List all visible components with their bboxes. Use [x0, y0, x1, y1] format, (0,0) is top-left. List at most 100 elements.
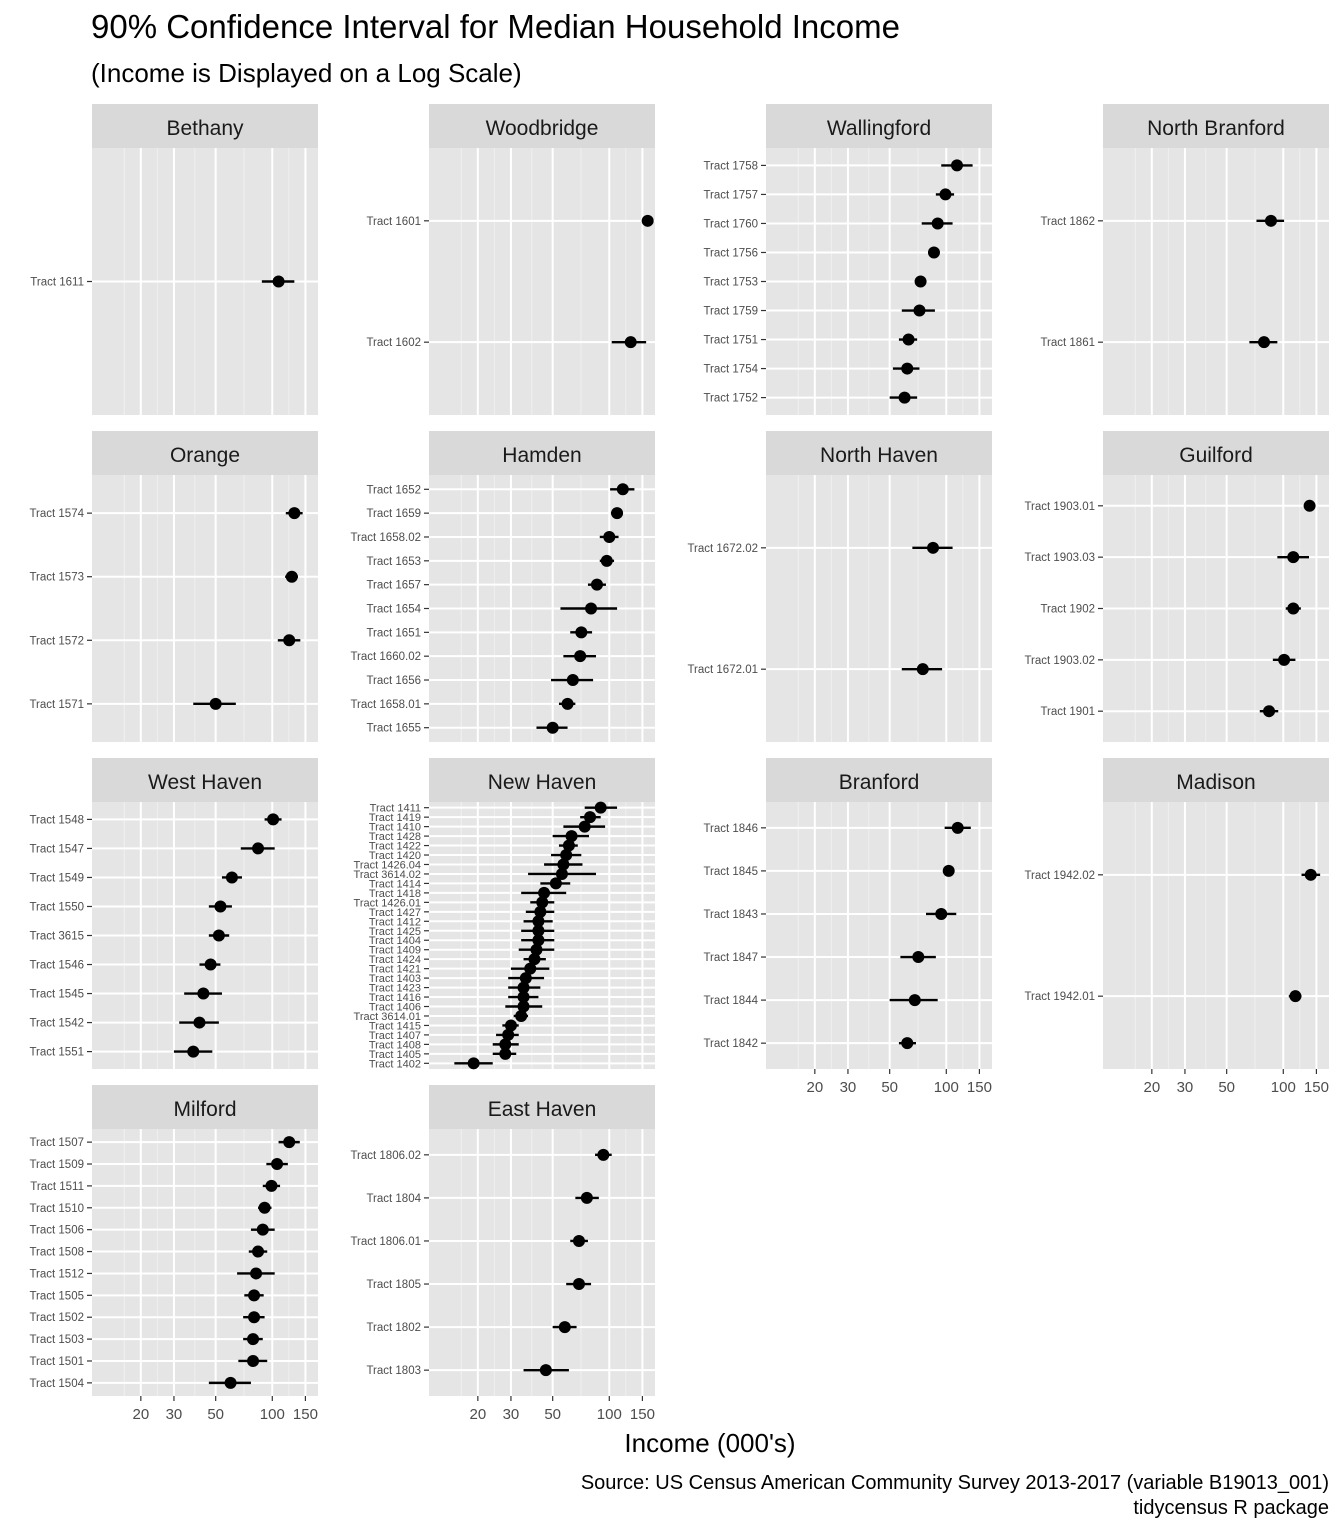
x-tick-label: 30 — [503, 1406, 520, 1423]
tract-tract-1551: Tract 1551 — [29, 1045, 318, 1059]
tract-tract-1421: Tract 1421 — [369, 962, 655, 976]
facet-strip — [429, 1085, 655, 1129]
y-tick-label: Tract 3614.01 — [354, 1011, 421, 1023]
tract-tract-1672-01: Tract 1672.01 — [687, 663, 992, 676]
estimate-point — [927, 541, 940, 554]
x-tick-label: 100 — [597, 1406, 622, 1423]
y-tick-label: Tract 3615 — [29, 931, 84, 943]
estimate-point — [197, 987, 210, 1000]
x-tick-label: 100 — [934, 1079, 959, 1096]
estimate-point — [572, 1278, 585, 1291]
facet-strip-label: New Haven — [488, 771, 597, 794]
facet-strip-label: Milford — [173, 1098, 236, 1121]
tract-tract-1510: Tract 1510 — [29, 1201, 318, 1215]
y-tick-label: Tract 1805 — [366, 1279, 421, 1291]
y-tick-label: Tract 1502 — [29, 1312, 84, 1324]
y-tick-label: Tract 1423 — [369, 983, 421, 995]
y-tick-label: Tract 1842 — [703, 1038, 758, 1050]
tract-tract-1410: Tract 1410 — [369, 820, 655, 834]
tract-tract-1601: Tract 1601 — [366, 214, 655, 228]
y-tick-label: Tract 1901 — [1040, 706, 1095, 718]
facet-strip — [766, 758, 992, 802]
y-tick-label: Tract 1501 — [29, 1356, 84, 1368]
facet-strip — [429, 758, 655, 802]
tract-tract-1419: Tract 1419 — [369, 811, 655, 824]
estimate-point — [193, 1016, 206, 1029]
y-tick-label: Tract 1659 — [366, 508, 421, 520]
tract-tract-1657: Tract 1657 — [366, 578, 655, 592]
tract-tract-1651: Tract 1651 — [366, 626, 655, 639]
x-axis-label: Income (000's) — [624, 1428, 796, 1458]
tract-tract-1654: Tract 1654 — [366, 602, 655, 616]
facet-guilford: Guilford Tract 1903.01 Tract 1903.03 Tract … — [1024, 431, 1329, 742]
y-tick-label: Tract 1428 — [369, 831, 421, 843]
tract-tract-1504: Tract 1504 — [29, 1376, 318, 1390]
estimate-point — [252, 842, 265, 855]
y-tick-label: Tract 1803 — [366, 1365, 421, 1377]
y-tick-label: Tract 1425 — [369, 926, 421, 938]
y-tick-label: Tract 1601 — [366, 216, 421, 228]
estimate-point — [901, 1037, 914, 1050]
estimate-point — [204, 958, 217, 971]
estimate-point — [528, 953, 541, 966]
tract-tract-1506: Tract 1506 — [29, 1223, 318, 1237]
estimate-point — [1304, 868, 1317, 881]
tract-tract-1503: Tract 1503 — [29, 1333, 318, 1346]
tract-tract-1571: Tract 1571 — [29, 697, 318, 711]
estimate-point — [572, 1234, 585, 1247]
y-tick-label: Tract 1574 — [29, 508, 84, 520]
facet-strip — [766, 431, 992, 475]
y-tick-label: Tract 1846 — [703, 823, 758, 835]
estimate-point — [549, 877, 562, 890]
estimate-point — [247, 1354, 260, 1367]
y-tick-label: Tract 1548 — [29, 814, 84, 826]
y-tick-label: Tract 1843 — [703, 909, 758, 921]
y-tick-label: Tract 1545 — [29, 989, 84, 1001]
estimate-point — [209, 697, 222, 710]
estimate-point — [187, 1045, 200, 1058]
estimate-point — [951, 821, 964, 834]
y-tick-label: Tract 1672.02 — [687, 543, 758, 555]
panel-background — [92, 475, 318, 742]
estimate-point — [271, 1158, 284, 1171]
facet-strip — [92, 104, 318, 148]
tract-tract-1804: Tract 1804 — [366, 1191, 655, 1205]
estimate-point — [247, 1333, 260, 1346]
y-tick-label: Tract 1753 — [703, 277, 758, 289]
estimate-point — [515, 1009, 528, 1022]
y-tick-label: Tract 1420 — [369, 850, 421, 862]
estimate-point — [624, 336, 637, 349]
estimate-point — [519, 972, 532, 985]
estimate-point — [538, 886, 551, 899]
y-tick-label: Tract 1416 — [369, 992, 421, 1004]
tract-tract-1415: Tract 1415 — [369, 1019, 655, 1032]
y-tick-label: Tract 1902 — [1040, 604, 1095, 616]
x-tick-label: 20 — [132, 1406, 149, 1423]
facet-east-haven: East Haven Tract 1806.02 Tract 1804 Tract 1… — [350, 1085, 655, 1423]
facet-madison: Madison Tract 1942.02 Tract 1942.01 20 30 50 1… — [1024, 758, 1329, 1096]
tract-tract-1611: Tract 1611 — [30, 275, 318, 289]
y-tick-label: Tract 1861 — [1040, 337, 1095, 349]
tract-tract-1426-04: Tract 1426.04 — [354, 858, 655, 871]
y-tick-label: Tract 1547 — [29, 843, 84, 855]
x-tick-label: 30 — [1177, 1079, 1194, 1096]
y-tick-label: Tract 1424 — [369, 954, 421, 966]
tract-tract-1403: Tract 1403 — [369, 972, 655, 985]
tract-tract-1751: Tract 1751 — [703, 333, 992, 347]
tract-tract-1760: Tract 1760 — [703, 217, 992, 230]
tract-tract-1402: Tract 1402 — [369, 1057, 655, 1070]
facet-strip — [429, 431, 655, 475]
y-tick-label: Tract 1409 — [369, 945, 421, 957]
facet-milford: Milford Tract 1507 Tract 1509 Tract 1511 Tra… — [29, 1085, 318, 1423]
tract-tract-3615: Tract 3615 — [29, 929, 318, 943]
y-tick-label: Tract 1806.02 — [350, 1150, 421, 1162]
estimate-point — [641, 214, 654, 227]
y-tick-label: Tract 1418 — [369, 888, 421, 900]
estimate-point — [502, 1028, 515, 1041]
estimate-point — [256, 1223, 269, 1236]
tract-tract-1756: Tract 1756 — [703, 246, 992, 259]
tract-tract-1406: Tract 1406 — [369, 1000, 655, 1014]
facet-strip — [92, 758, 318, 802]
estimate-point — [935, 907, 948, 920]
